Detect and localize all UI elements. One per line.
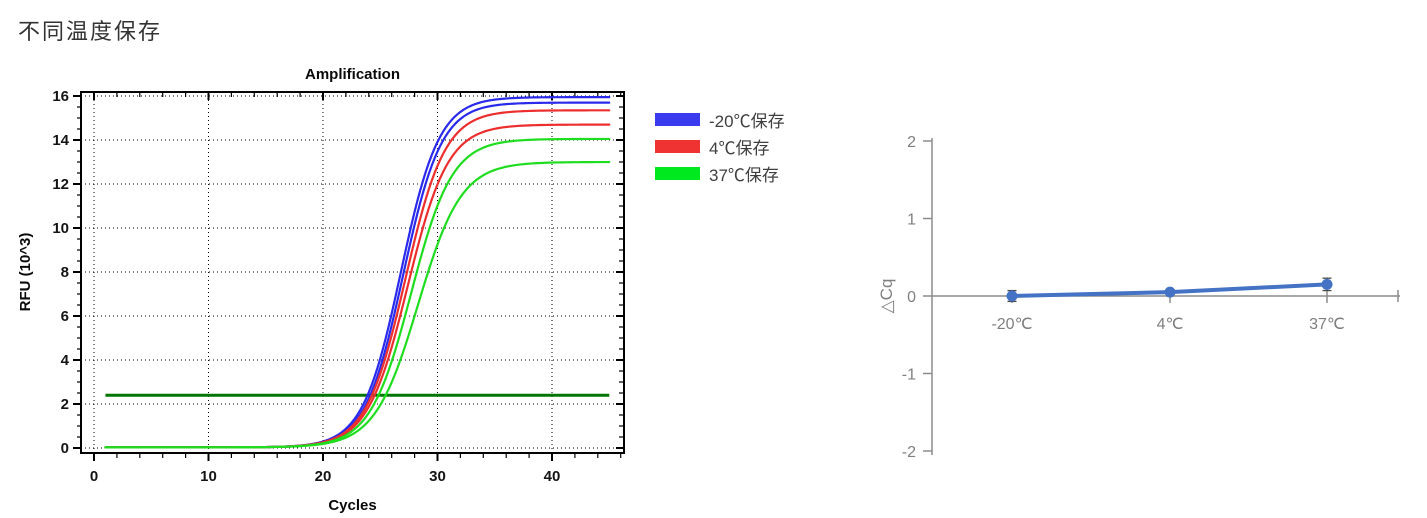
tick-label: 0	[907, 289, 916, 306]
page-title: 不同温度保存	[18, 19, 163, 44]
tick-label: 40	[544, 468, 561, 485]
tick-label: 4	[61, 352, 70, 369]
data-point-37℃	[1321, 278, 1333, 290]
tick-label: 0	[90, 468, 98, 485]
tick-label: 14	[52, 132, 69, 149]
series-curve-4	[104, 123, 611, 449]
tick-label: 2	[61, 396, 69, 413]
data-point--20℃	[1006, 290, 1018, 302]
series-curve-3	[104, 109, 611, 449]
axis-ticks	[73, 92, 624, 461]
delta-cq-plot-svg: 2 1 0 -1 -2 -20℃ 4℃ 37℃ △Cq	[877, 134, 1400, 461]
axis-tick-labels: 2 1 0 -1 -2 -20℃ 4℃ 37℃	[902, 134, 1345, 461]
legend-swatch-green	[655, 167, 700, 180]
legend-label: 4℃保存	[709, 139, 770, 158]
tick-label: 6	[61, 308, 69, 325]
amplification-plot-svg: 0 2 4 6 8 10 12 14 16 0 10 20 30 40 Amplification Cycle…	[17, 66, 625, 514]
amplification-chart: 0 2 4 6 8 10 12 14 16 0 10 20 30 40 Amplification Cycle…	[0, 55, 660, 518]
legend-label: -20℃保存	[709, 112, 785, 131]
tick-label: 12	[52, 176, 69, 193]
axis-tick-labels: 0 2 4 6 8 10 12 14 16 0 10 20 30 40	[52, 88, 560, 485]
tick-label: 37℃	[1309, 316, 1345, 333]
legend-label: 37℃保存	[709, 166, 779, 185]
data-point-4℃	[1164, 286, 1176, 298]
y-axis-label: △Cq	[877, 279, 896, 314]
legend-item-4c: 4℃保存	[655, 133, 785, 160]
tick-label: 8	[61, 264, 69, 281]
tick-label: 20	[315, 468, 332, 485]
tick-label: 4℃	[1157, 316, 1184, 333]
legend-swatch-blue	[655, 113, 700, 126]
tick-label: -2	[902, 444, 916, 461]
tick-label: 1	[907, 212, 916, 229]
grid	[81, 92, 624, 453]
legend-item-minus20: -20℃保存	[655, 106, 785, 133]
legend-item-37c: 37℃保存	[655, 160, 785, 187]
tick-label: 0	[61, 440, 69, 457]
amplification-curves	[104, 96, 611, 449]
tick-label: 10	[52, 220, 69, 237]
tick-label: 2	[907, 134, 916, 151]
delta-cq-chart: 2 1 0 -1 -2 -20℃ 4℃ 37℃ △Cq	[875, 100, 1423, 500]
y-axis-label: RFU (10^3)	[17, 233, 34, 312]
amplification-legend: -20℃保存 4℃保存 37℃保存	[655, 106, 785, 187]
tick-label: -20℃	[991, 316, 1032, 333]
legend-swatch-red	[655, 140, 700, 153]
axes	[923, 138, 1400, 455]
tick-label: 16	[52, 88, 69, 105]
series-curve-6	[104, 160, 611, 449]
x-axis-label: Cycles	[328, 497, 376, 514]
chart-title: Amplification	[305, 66, 400, 83]
plot-border	[80, 91, 625, 454]
tick-label: -1	[902, 367, 916, 384]
tick-label: 10	[200, 468, 217, 485]
series-curve-5	[104, 137, 611, 449]
tick-label: 30	[429, 468, 446, 485]
